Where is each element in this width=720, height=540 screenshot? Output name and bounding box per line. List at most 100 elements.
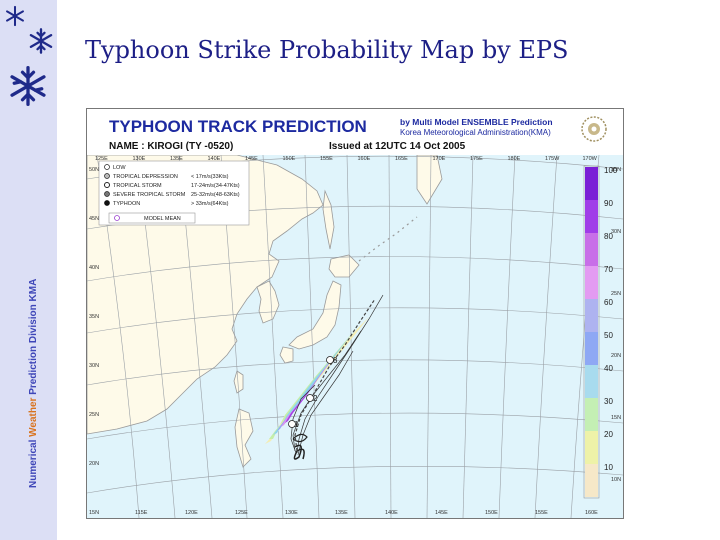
legend-label: SEVERE TROPICAL STORM [113, 192, 186, 198]
lon-label-top: 165E [395, 156, 408, 162]
lon-label-top: 155E [320, 156, 333, 162]
snowflake-icon [6, 5, 24, 27]
mean-track [294, 298, 376, 452]
agency-line-1: by Multi Model ENSEMBLE Prediction [400, 117, 553, 127]
legend-label: LOW [113, 165, 126, 171]
agency-line-2: Korea Meteorological Administration(KMA) [400, 128, 551, 137]
lat-label-left: 45N [89, 216, 99, 222]
lon-label-bottom: 115E [135, 510, 148, 516]
lon-label-bottom: 135E [335, 510, 348, 516]
legend-row-td: TROPICAL DEPRESSION < 17m/s(33Kts) [104, 173, 229, 180]
track-position-marker: 3 [326, 356, 338, 365]
lat-label-right: 30N [611, 229, 621, 235]
lon-label-bottom: 120E [185, 510, 198, 516]
lon-label-top: 150E [283, 156, 296, 162]
lat-label-right: 20N [611, 353, 621, 359]
lon-label-bottom: 125E [235, 510, 248, 516]
legend-row-sts: SEVERE TROPICAL STORM 25-32m/s(48-63Kts) [104, 191, 240, 198]
lon-label-bottom: 140E [385, 510, 398, 516]
colorbar-segment [585, 398, 598, 431]
lon-label-bottom: 130E [285, 510, 298, 516]
track-position-marker: 1 [288, 420, 299, 429]
track-label: 2 [313, 394, 318, 403]
longitude-labels-bottom: 115E 120E 125E 130E 135E 140E 145E 150E 155E 160E [135, 510, 598, 516]
probability-colorbar: 100 90 80 70 60 50 40 30 20 10 [583, 165, 618, 499]
issued-time: Issued at 12UTC 14 Oct 2005 [329, 141, 466, 152]
colorbar-label: 30 [604, 397, 613, 406]
colorbar-label: 70 [604, 265, 613, 274]
lon-label-top: 170E [433, 156, 446, 162]
lon-label-bottom: 150E [485, 510, 498, 516]
lat-label-right: 10N [611, 477, 621, 483]
colorbar-segment [585, 365, 598, 398]
colorbar-segment [585, 167, 598, 200]
honshu [288, 280, 342, 350]
colorbar-label: 20 [604, 430, 613, 439]
map-title: TYPHOON TRACK PREDICTION [109, 117, 367, 136]
colorbar-segment [585, 431, 598, 464]
legend-speed: < 17m/s(33Kts) [191, 174, 229, 180]
track-label: 1 [294, 420, 299, 429]
lat-label-left: 30N [89, 363, 99, 369]
lat-label-left: 25N [89, 412, 99, 418]
sakhalin [322, 189, 335, 250]
lon-label-bottom: 145E [435, 510, 448, 516]
lon-label-top: 140E [208, 156, 221, 162]
colorbar-segment [585, 464, 598, 497]
colorbar-label: 60 [604, 298, 613, 307]
lat-label-left: 35N [89, 314, 99, 320]
lat-label-left: 40N [89, 265, 99, 271]
lon-label-top: 180E [508, 156, 521, 162]
slide-title: Typhoon Strike Probability Map by EPS [85, 36, 569, 64]
lon-label-top: 130E [133, 156, 146, 162]
legend-label: TYPHOON [113, 201, 140, 207]
lat-label-right: 25N [611, 291, 621, 297]
legend-label: TROPICAL DEPRESSION [113, 174, 178, 180]
colorbar-segment [585, 266, 598, 299]
colorbar-label: 40 [604, 364, 613, 373]
sidebar-band: Numerical Weather Prediction Division KM… [0, 0, 57, 540]
legend-symbol-td [104, 173, 110, 179]
colorbar-segment [585, 200, 598, 233]
taiwan [233, 370, 244, 394]
colorbar-label: 10 [604, 463, 613, 472]
legend-row-ts: TROPICAL STORM 17-24m/s(34-47Kts) [104, 182, 240, 189]
track-position-marker: 2 [306, 394, 318, 403]
legend-symbol-ts [104, 182, 110, 188]
legend-label: TROPICAL STORM [113, 183, 162, 189]
lon-label-top: 145E [245, 156, 258, 162]
lon-label-top: 175E [470, 156, 483, 162]
latitude-labels-left: 50N 45N 40N 35N 30N 25N 20N 15N [89, 167, 99, 516]
kyushu [279, 346, 294, 364]
lat-label-right: 15N [611, 415, 621, 421]
sidebar-division-text: Numerical Weather Prediction Division KM… [28, 278, 39, 488]
legend-speed: 17-24m/s(34-47Kts) [191, 183, 240, 189]
longitude-labels-top: 125E 130E 135E 140E 145E 150E 155E 160E 165E 170E… [95, 156, 598, 162]
colorbar-label: 100 [604, 166, 618, 175]
snowflake-icon [29, 28, 53, 54]
legend-row-ty: TYPHOON > 33m/s(64Kts) [104, 200, 229, 207]
lon-label-bottom: 160E [585, 510, 598, 516]
snowflake-icon [10, 66, 46, 106]
legend-row-low: LOW [104, 164, 126, 171]
colorbar-label: 90 [604, 199, 613, 208]
lat-label-left: 50N [89, 167, 99, 173]
lat-label-left: 20N [89, 461, 99, 467]
legend-speed: 25-32m/s(48-63Kts) [191, 192, 240, 198]
colorbar-segment [585, 332, 598, 365]
colorbar-label: 80 [604, 232, 613, 241]
latitude-labels-right: 35N 30N 25N 20N 15N 10N [611, 167, 621, 483]
legend-speed: > 33m/s(64Kts) [191, 201, 229, 207]
colorbar-segment [585, 233, 598, 266]
track-map-canvas: 3 2 1 TYPHOON TRACK PREDICTION by Multi … [87, 109, 623, 518]
lon-label-top: 160E [358, 156, 371, 162]
legend-symbol-sts [104, 191, 110, 197]
track-label: 3 [333, 356, 338, 365]
kma-logo [581, 116, 607, 142]
lon-label-bottom: 155E [535, 510, 548, 516]
colorbar-label: 50 [604, 331, 613, 340]
lon-label-top: 125E [95, 156, 108, 162]
lon-label-top: 175W [545, 156, 560, 162]
typhoon-track-map: 3 2 1 TYPHOON TRACK PREDICTION by Multi … [86, 108, 624, 519]
